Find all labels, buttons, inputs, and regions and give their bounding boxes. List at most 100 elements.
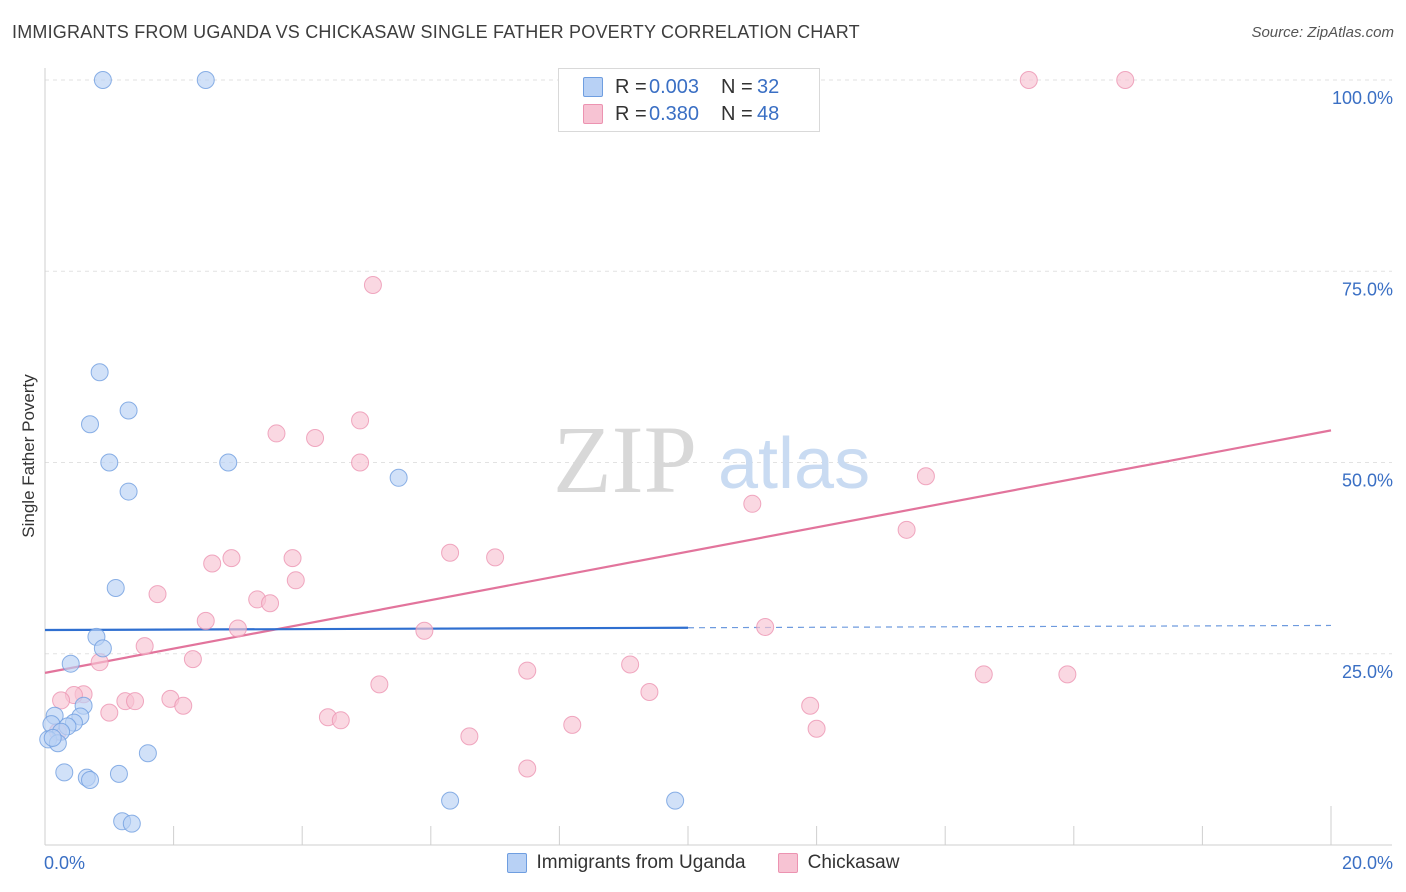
chickasaw-point xyxy=(415,621,434,640)
chickasaw-point xyxy=(370,675,389,694)
x-tick-label-max: 20.0% xyxy=(1342,853,1393,873)
uganda-point xyxy=(441,791,460,810)
r-value: 0.003 xyxy=(649,75,700,98)
legend-label-uganda: Immigrants from Uganda xyxy=(536,852,746,873)
chickasaw-point xyxy=(640,683,659,701)
chickasaw-point xyxy=(974,665,993,684)
chickasaw-point xyxy=(306,429,325,448)
x-tick-label-min: 0.0% xyxy=(44,853,85,873)
chickasaw-point xyxy=(916,467,935,486)
trend-lines xyxy=(44,429,1332,674)
chickasaw-point xyxy=(351,411,370,430)
watermark-zip: ZIP xyxy=(553,406,697,513)
uganda-point xyxy=(93,71,112,89)
chickasaw-point xyxy=(460,727,479,746)
chickasaw-point xyxy=(228,619,247,638)
uganda-point xyxy=(109,764,128,783)
chickasaw-point xyxy=(267,424,286,443)
y-tick-label: 25.0% xyxy=(1342,662,1393,682)
uganda-point xyxy=(219,453,238,472)
uganda-point xyxy=(666,791,685,810)
chickasaw-point xyxy=(52,691,71,710)
n-value: 48 xyxy=(757,102,780,125)
chickasaw-point xyxy=(261,594,280,613)
chickasaw-point xyxy=(174,696,193,715)
uganda-point xyxy=(196,71,215,89)
y-tick-label: 75.0% xyxy=(1342,279,1393,299)
uganda-point xyxy=(138,744,157,763)
uganda-point xyxy=(93,639,112,658)
uganda-point xyxy=(61,654,80,673)
chickasaw-point xyxy=(1019,71,1038,89)
chickasaw-swatch xyxy=(583,104,603,124)
chickasaw-point xyxy=(126,692,145,711)
r-label: R = xyxy=(615,102,647,125)
chickasaw-point xyxy=(518,759,537,778)
chickasaw-point xyxy=(486,548,505,567)
chickasaw-point xyxy=(801,696,820,715)
uganda-trend-extension xyxy=(687,624,1332,629)
chickasaw-point xyxy=(286,571,305,590)
chickasaw-point xyxy=(897,520,916,539)
chickasaw-point xyxy=(621,655,640,674)
chickasaw-point xyxy=(222,549,241,568)
chickasaw-point xyxy=(148,585,167,604)
uganda-point xyxy=(81,770,100,789)
n-label: N = xyxy=(721,102,753,125)
uganda-point xyxy=(100,453,119,472)
tick-labels: 25.0% 50.0% 75.0% 100.0% 0.0% 20.0% xyxy=(44,88,1393,873)
chickasaw-point xyxy=(196,611,215,630)
y-axis-label: Single Father Poverty xyxy=(19,374,38,538)
series-legend: Immigrants from Uganda Chickasaw xyxy=(0,852,1406,874)
chickasaw-point xyxy=(563,715,582,734)
uganda-trend-line xyxy=(44,626,689,632)
chickasaw-point xyxy=(135,637,154,656)
legend-row-uganda: R = 0.003 N = 32 xyxy=(583,75,779,99)
legend-item-uganda[interactable]: Immigrants from Uganda xyxy=(506,852,746,874)
uganda-point xyxy=(55,763,74,782)
chickasaw-point xyxy=(807,719,826,738)
chickasaw-point xyxy=(331,711,350,730)
uganda-swatch xyxy=(583,77,603,97)
chickasaw-point xyxy=(441,543,460,562)
chickasaw-point xyxy=(183,650,202,669)
chickasaw-point xyxy=(518,661,537,680)
uganda-point xyxy=(43,728,62,747)
chickasaw-point xyxy=(351,453,370,472)
chart-title: IMMIGRANTS FROM UGANDA VS CHICKASAW SING… xyxy=(12,22,860,42)
chickasaw-point xyxy=(756,617,775,636)
legend-row-chickasaw: R = 0.380 N = 48 xyxy=(583,102,779,126)
chickasaw-point xyxy=(363,276,382,295)
r-label: R = xyxy=(615,75,647,98)
chickasaw-point xyxy=(203,554,222,573)
legend-item-chickasaw[interactable]: Chickasaw xyxy=(777,852,900,874)
y-tick-label: 50.0% xyxy=(1342,471,1393,491)
y-tick-label: 100.0% xyxy=(1332,88,1393,108)
chickasaw-trend-line xyxy=(44,429,1332,674)
chickasaw-point xyxy=(1116,71,1135,89)
axes xyxy=(44,68,1392,846)
watermark: ZIP atlas xyxy=(553,406,870,513)
uganda-point xyxy=(106,578,125,597)
uganda-swatch xyxy=(506,853,527,873)
uganda-point xyxy=(90,363,109,382)
chickasaw-point xyxy=(743,494,762,513)
chickasaw-point xyxy=(1058,665,1077,684)
n-label: N = xyxy=(721,75,753,98)
uganda-point xyxy=(122,814,141,833)
uganda-point xyxy=(81,415,100,434)
chickasaw-point xyxy=(283,549,302,568)
chickasaw-swatch xyxy=(777,853,798,873)
n-value: 32 xyxy=(757,75,780,98)
source-credit: Source: ZipAtlas.com xyxy=(1251,24,1394,41)
chickasaw-point xyxy=(100,703,119,722)
legend-label-chickasaw: Chickasaw xyxy=(807,852,900,873)
r-value: 0.380 xyxy=(649,102,700,125)
data-points xyxy=(39,71,1135,833)
uganda-point xyxy=(389,468,408,487)
watermark-atlas: atlas xyxy=(718,424,870,504)
correlation-legend: R = 0.003 N = 32 R = 0.380 N = 48 xyxy=(558,68,820,132)
grid-lines xyxy=(45,79,1392,655)
uganda-point xyxy=(119,482,138,501)
